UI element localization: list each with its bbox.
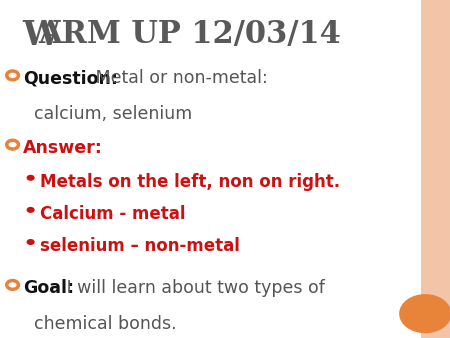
Text: Calcium - metal: Calcium - metal (40, 205, 186, 223)
Text: W: W (22, 19, 60, 52)
Text: selenium – non-metal: selenium – non-metal (40, 237, 240, 255)
Text: Question:: Question: (23, 69, 118, 87)
Text: Goal:: Goal: (23, 279, 75, 297)
Circle shape (27, 239, 35, 245)
Text: calcium, selenium: calcium, selenium (34, 105, 192, 123)
Text: Metals on the left, non on right.: Metals on the left, non on right. (40, 173, 341, 191)
Text: Metal or non-metal:: Metal or non-metal: (90, 69, 268, 87)
Bar (421, 0, 450, 338)
Circle shape (399, 294, 450, 333)
Text: I will learn about two types of: I will learn about two types of (61, 279, 324, 297)
Text: ARM UP 12/03/14: ARM UP 12/03/14 (38, 19, 341, 50)
Text: Answer:: Answer: (23, 139, 104, 156)
Text: chemical bonds.: chemical bonds. (34, 315, 176, 333)
Circle shape (27, 175, 35, 181)
Circle shape (27, 207, 35, 213)
